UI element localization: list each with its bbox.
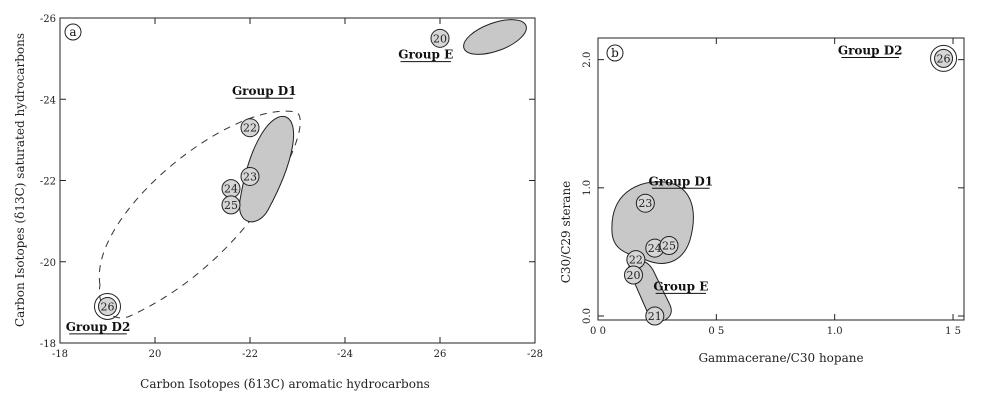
panel-b-x-tick-label: 0 5 bbox=[708, 326, 724, 337]
panel-b-group-label: Group E bbox=[653, 279, 708, 293]
panel-b-point-label: 23 bbox=[638, 197, 652, 210]
panel-b-group-label: Group D2 bbox=[838, 44, 903, 58]
panel-a-x-tick-label: -18 bbox=[52, 349, 68, 360]
panel-a-y-tick-label: -26 bbox=[40, 14, 56, 25]
panel-a-y-tick-label: -22 bbox=[40, 177, 56, 188]
panel-b-x-tick-label: 1 5 bbox=[945, 326, 961, 337]
panel-a-point-marker bbox=[430, 28, 450, 48]
panel-a-label: a bbox=[69, 25, 76, 39]
panel-b-x-axis-label: Gammacerane/C30 hopane bbox=[698, 351, 863, 365]
group-e-shaded-region bbox=[463, 19, 527, 55]
group-d1-shaded-region bbox=[239, 115, 295, 223]
panel-b-point-marker bbox=[635, 193, 655, 213]
panel-b-point-label: 22 bbox=[629, 254, 643, 267]
panel-b-point-marker bbox=[659, 236, 679, 255]
panel-a-y-tick-label: -20 bbox=[40, 258, 56, 269]
panel-a-point-marker bbox=[240, 118, 260, 138]
panel-b-label: b bbox=[611, 46, 619, 60]
panel-b-point-ring bbox=[930, 44, 958, 72]
panel-a-y-axis-label: Carbon Isotopes (δ13C) saturated hydroca… bbox=[13, 33, 27, 327]
panel-a-y-tick-label: -24 bbox=[40, 95, 56, 106]
panel-b-x-tick-label: 1.0 bbox=[827, 326, 843, 337]
panel-a-x-tick-label: -28 bbox=[527, 349, 543, 360]
panel-a-point-marker bbox=[240, 166, 260, 186]
panel-b-x-tick-label: 0 0 bbox=[590, 326, 606, 337]
panel-a-x-tick-label: -24 bbox=[337, 349, 353, 360]
panel-a-point-label: 20 bbox=[433, 32, 447, 45]
panel-a-group-label: Group E bbox=[398, 48, 453, 62]
panel-a-group-label: Group D1 bbox=[232, 84, 297, 98]
panel-b-frame bbox=[597, 37, 965, 321]
panel-a-point-label: 26 bbox=[101, 300, 115, 313]
panel-a-point-label: 24 bbox=[224, 183, 238, 196]
panel-a-x-tick-label: 26 bbox=[434, 349, 447, 360]
panel-a-point-marker bbox=[98, 296, 117, 316]
panel-b-y-tick-label: 0.0 bbox=[582, 308, 593, 324]
panel-b-y-axis-label: C30/C29 sterane bbox=[559, 181, 573, 284]
panel-b-point-marker bbox=[645, 306, 665, 326]
panel-b-point-label: 20 bbox=[627, 269, 641, 282]
panel-a-x-tick-label: 20 bbox=[149, 349, 162, 360]
panel-b-label-circle bbox=[606, 44, 624, 62]
panel-a-x-axis-label: Carbon Isotopes (δ13C) aromatic hydrocar… bbox=[140, 377, 430, 391]
panel-a-point-label: 25 bbox=[224, 199, 238, 212]
panel-b-group-label: Group D1 bbox=[649, 174, 714, 188]
panel-a-y-tick-label: -18 bbox=[40, 339, 56, 350]
panel-b-point-marker bbox=[624, 265, 644, 285]
panel-b-y-tick-label: 2.0 bbox=[582, 52, 593, 68]
panel-a-point-ring bbox=[94, 292, 121, 320]
panel-b-point-label: 26 bbox=[937, 52, 951, 65]
panel-a-point-label: 23 bbox=[243, 170, 257, 183]
panel-b-point-label: 25 bbox=[662, 240, 676, 253]
panel-a-x-tick-label: -22 bbox=[242, 349, 258, 360]
panel-a-point-marker bbox=[221, 195, 241, 215]
panel-b-point-marker bbox=[934, 48, 954, 68]
panel-a-regions bbox=[98, 19, 527, 319]
panel-b-point-label: 21 bbox=[648, 310, 662, 323]
panel-a-group-label: Group D2 bbox=[66, 320, 131, 334]
panel-b-point-label: 24 bbox=[648, 242, 662, 255]
panel-a-point-label: 22 bbox=[243, 122, 257, 135]
panel-a-label-circle bbox=[64, 23, 82, 41]
panel-b: 0 0 0 5 1.0 1 5 0.0 1.0 2.0 26 23 24 25 22 20 21 Gro… bbox=[559, 37, 965, 365]
panel-b-y-tick-label: 1.0 bbox=[582, 180, 593, 196]
panel-a-frame bbox=[59, 17, 536, 344]
panel-a: -18 20 -22 -24 26 -28 -18 -20 -22 -24 -26 20 22 23 24… bbox=[13, 14, 543, 391]
group-d1-outer-dashed-region bbox=[98, 110, 301, 319]
